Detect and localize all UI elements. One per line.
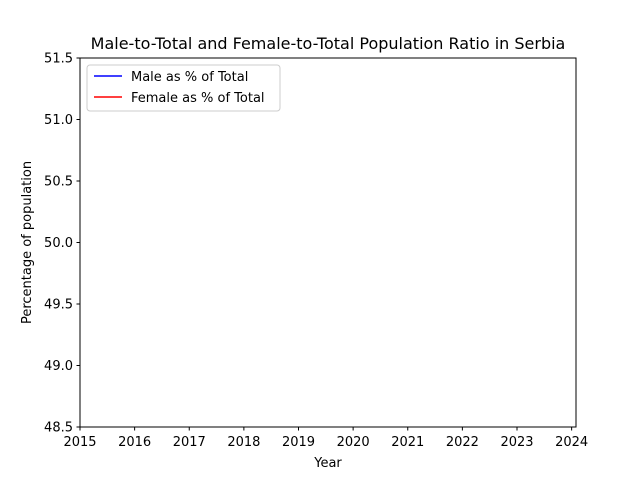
- x-tick-label: 2022: [446, 435, 479, 450]
- x-tick-label: 2018: [227, 435, 260, 450]
- y-axis: 48.5 49.0 49.5 50.0 50.5 51.0 51.5: [44, 52, 80, 436]
- legend-box: [86, 64, 281, 112]
- y-axis-label: Percentage of population: [20, 161, 35, 324]
- x-tick-label: 2017: [173, 435, 206, 450]
- y-tick-label: 50.0: [44, 236, 73, 251]
- y-tick-label: 51.5: [44, 52, 73, 67]
- y-tick-label: 48.5: [44, 421, 73, 436]
- legend: Male as % of Total Female as % of Total: [86, 64, 281, 112]
- x-axis-label: Year: [313, 456, 342, 471]
- x-tick-label: 2019: [282, 435, 315, 450]
- y-tick-label: 49.5: [44, 298, 73, 313]
- x-tick-label: 2021: [391, 435, 424, 450]
- x-tick-label: 2024: [555, 435, 588, 450]
- plot-frame: [79, 57, 577, 428]
- y-tick-label: 49.0: [44, 359, 73, 374]
- y-tick-label: 51.0: [44, 113, 73, 128]
- x-tick-label: 2023: [500, 435, 533, 450]
- x-axis: 2015 2016 2017 2018 2019 2020 2021 2022 2023 2024: [63, 427, 588, 450]
- x-tick-label: 2015: [63, 435, 96, 450]
- legend-label-male: Male as % of Total: [131, 70, 248, 85]
- legend-label-female: Female as % of Total: [131, 91, 265, 106]
- y-tick-label: 50.5: [44, 175, 73, 190]
- x-tick-label: 2020: [337, 435, 370, 450]
- x-tick-label: 2016: [118, 435, 151, 450]
- chart-title: Male-to-Total and Female-to-Total Popula…: [91, 34, 566, 53]
